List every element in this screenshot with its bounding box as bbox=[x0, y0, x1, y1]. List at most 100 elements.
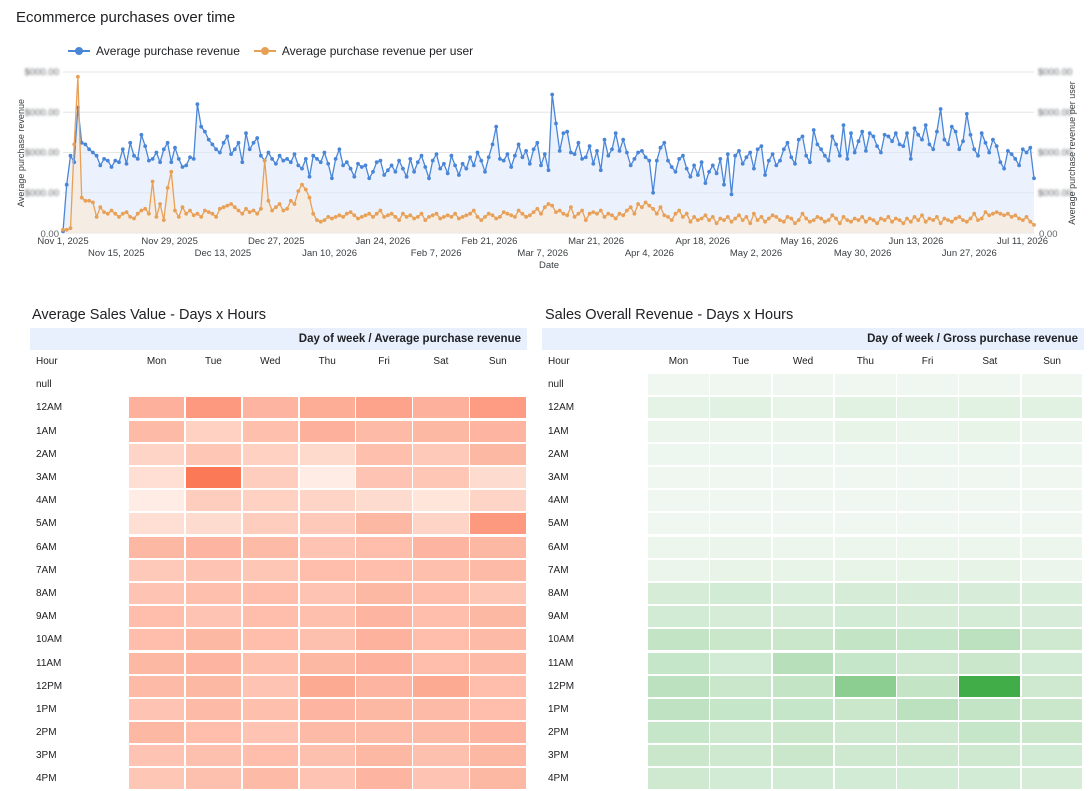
right-table-value-cell[interactable] bbox=[772, 652, 834, 674]
right-table-value-cell[interactable] bbox=[772, 768, 834, 790]
right-table-value-cell[interactable] bbox=[897, 722, 958, 744]
left-table-value-cell[interactable] bbox=[128, 675, 185, 697]
left-table-value-cell[interactable] bbox=[413, 652, 469, 674]
right-table-value-cell[interactable] bbox=[834, 420, 896, 442]
right-table-value-cell[interactable] bbox=[710, 536, 772, 558]
right-table-value-cell[interactable] bbox=[959, 513, 1021, 535]
left-table-value-cell[interactable] bbox=[470, 698, 526, 720]
left-table-value-cell[interactable] bbox=[242, 606, 298, 628]
right-table-value-cell[interactable] bbox=[1021, 698, 1083, 720]
left-table-value-cell[interactable] bbox=[185, 513, 242, 535]
right-table-value-cell[interactable] bbox=[959, 397, 1021, 419]
right-table-value-cell[interactable] bbox=[1021, 745, 1083, 767]
right-table-value-cell[interactable] bbox=[772, 490, 834, 512]
right-table-value-cell[interactable] bbox=[1021, 606, 1083, 628]
right-table-value-cell[interactable] bbox=[834, 443, 896, 465]
right-table-value-cell[interactable] bbox=[648, 698, 709, 720]
right-table-value-cell[interactable] bbox=[834, 606, 896, 628]
right-table-value-cell[interactable] bbox=[648, 675, 709, 697]
left-table-value-cell[interactable] bbox=[242, 420, 298, 442]
left-table-value-cell[interactable] bbox=[128, 745, 185, 767]
left-table-value-cell[interactable] bbox=[356, 536, 412, 558]
right-table-value-cell[interactable] bbox=[834, 652, 896, 674]
right-table-value-cell[interactable] bbox=[897, 490, 958, 512]
right-table-value-cell[interactable] bbox=[710, 397, 772, 419]
left-table-day-header[interactable]: Sat bbox=[433, 356, 449, 368]
right-table-value-cell[interactable] bbox=[1021, 467, 1083, 489]
right-table-value-cell[interactable] bbox=[897, 652, 958, 674]
left-table-value-cell[interactable] bbox=[242, 490, 298, 512]
right-table-value-cell[interactable] bbox=[772, 698, 834, 720]
left-table-value-cell[interactable] bbox=[128, 652, 185, 674]
right-table-value-cell[interactable] bbox=[648, 652, 709, 674]
legend-item-revenue[interactable]: Average purchase revenue bbox=[68, 44, 240, 58]
right-table-value-cell[interactable] bbox=[648, 420, 709, 442]
left-table-day-header[interactable]: Thu bbox=[318, 356, 336, 368]
left-table-value-cell[interactable] bbox=[470, 490, 526, 512]
left-table-value-cell[interactable] bbox=[299, 467, 355, 489]
left-table-value-cell[interactable] bbox=[470, 467, 526, 489]
right-table-value-cell[interactable] bbox=[648, 513, 709, 535]
left-table-value-cell[interactable] bbox=[128, 420, 185, 442]
left-table-value-cell[interactable] bbox=[128, 582, 185, 604]
left-table-value-cell[interactable] bbox=[185, 698, 242, 720]
right-table-value-cell[interactable] bbox=[648, 397, 709, 419]
left-table-value-cell[interactable] bbox=[128, 559, 185, 581]
left-table-value-cell[interactable] bbox=[185, 606, 242, 628]
right-table-value-cell[interactable] bbox=[834, 745, 896, 767]
left-table-value-cell[interactable] bbox=[470, 513, 526, 535]
left-table-value-cell[interactable] bbox=[356, 582, 412, 604]
left-table-value-cell[interactable] bbox=[128, 513, 185, 535]
left-table-hour-column-header[interactable]: Hour bbox=[36, 356, 58, 368]
left-table-value-cell[interactable] bbox=[470, 536, 526, 558]
left-table-value-cell[interactable] bbox=[242, 374, 298, 396]
right-table-value-cell[interactable] bbox=[1021, 374, 1083, 396]
left-table-value-cell[interactable] bbox=[413, 536, 469, 558]
left-table-value-cell[interactable] bbox=[356, 675, 412, 697]
left-table-value-cell[interactable] bbox=[413, 606, 469, 628]
right-table-value-cell[interactable] bbox=[772, 606, 834, 628]
left-table-value-cell[interactable] bbox=[470, 582, 526, 604]
right-table-value-cell[interactable] bbox=[834, 559, 896, 581]
left-table-value-cell[interactable] bbox=[299, 397, 355, 419]
right-table-value-cell[interactable] bbox=[1021, 559, 1083, 581]
right-table-value-cell[interactable] bbox=[897, 374, 958, 396]
left-table-value-cell[interactable] bbox=[470, 629, 526, 651]
right-table-value-cell[interactable] bbox=[710, 722, 772, 744]
left-table-value-cell[interactable] bbox=[128, 397, 185, 419]
left-table-value-cell[interactable] bbox=[356, 443, 412, 465]
left-table-day-header[interactable]: Fri bbox=[378, 356, 390, 368]
left-table-value-cell[interactable] bbox=[128, 722, 185, 744]
left-table-value-cell[interactable] bbox=[299, 675, 355, 697]
left-table-value-cell[interactable] bbox=[356, 745, 412, 767]
left-table-day-header[interactable]: Tue bbox=[205, 356, 222, 368]
right-table-value-cell[interactable] bbox=[1021, 420, 1083, 442]
left-table-value-cell[interactable] bbox=[185, 768, 242, 790]
left-table-value-cell[interactable] bbox=[128, 698, 185, 720]
right-table-value-cell[interactable] bbox=[710, 768, 772, 790]
left-table-value-cell[interactable] bbox=[185, 559, 242, 581]
left-table-value-cell[interactable] bbox=[299, 606, 355, 628]
right-table-day-header[interactable]: Fri bbox=[921, 356, 934, 368]
right-table-value-cell[interactable] bbox=[648, 374, 709, 396]
right-table-value-cell[interactable] bbox=[834, 513, 896, 535]
left-table-value-cell[interactable] bbox=[299, 374, 355, 396]
right-table-value-cell[interactable] bbox=[648, 606, 709, 628]
left-table-value-cell[interactable] bbox=[299, 559, 355, 581]
right-table-value-cell[interactable] bbox=[710, 513, 772, 535]
left-table-value-cell[interactable] bbox=[128, 374, 185, 396]
left-table-value-cell[interactable] bbox=[299, 513, 355, 535]
right-table-value-cell[interactable] bbox=[959, 467, 1021, 489]
left-table-value-cell[interactable] bbox=[242, 652, 298, 674]
right-table-value-cell[interactable] bbox=[959, 559, 1021, 581]
left-table-value-cell[interactable] bbox=[299, 582, 355, 604]
left-table-value-cell[interactable] bbox=[470, 606, 526, 628]
right-table-value-cell[interactable] bbox=[772, 629, 834, 651]
left-table-day-header[interactable]: Sun bbox=[488, 356, 507, 368]
right-table-value-cell[interactable] bbox=[772, 513, 834, 535]
right-table-value-cell[interactable] bbox=[959, 443, 1021, 465]
right-table-value-cell[interactable] bbox=[959, 629, 1021, 651]
right-table-value-cell[interactable] bbox=[648, 745, 709, 767]
right-table-value-cell[interactable] bbox=[834, 467, 896, 489]
right-table-value-cell[interactable] bbox=[834, 629, 896, 651]
